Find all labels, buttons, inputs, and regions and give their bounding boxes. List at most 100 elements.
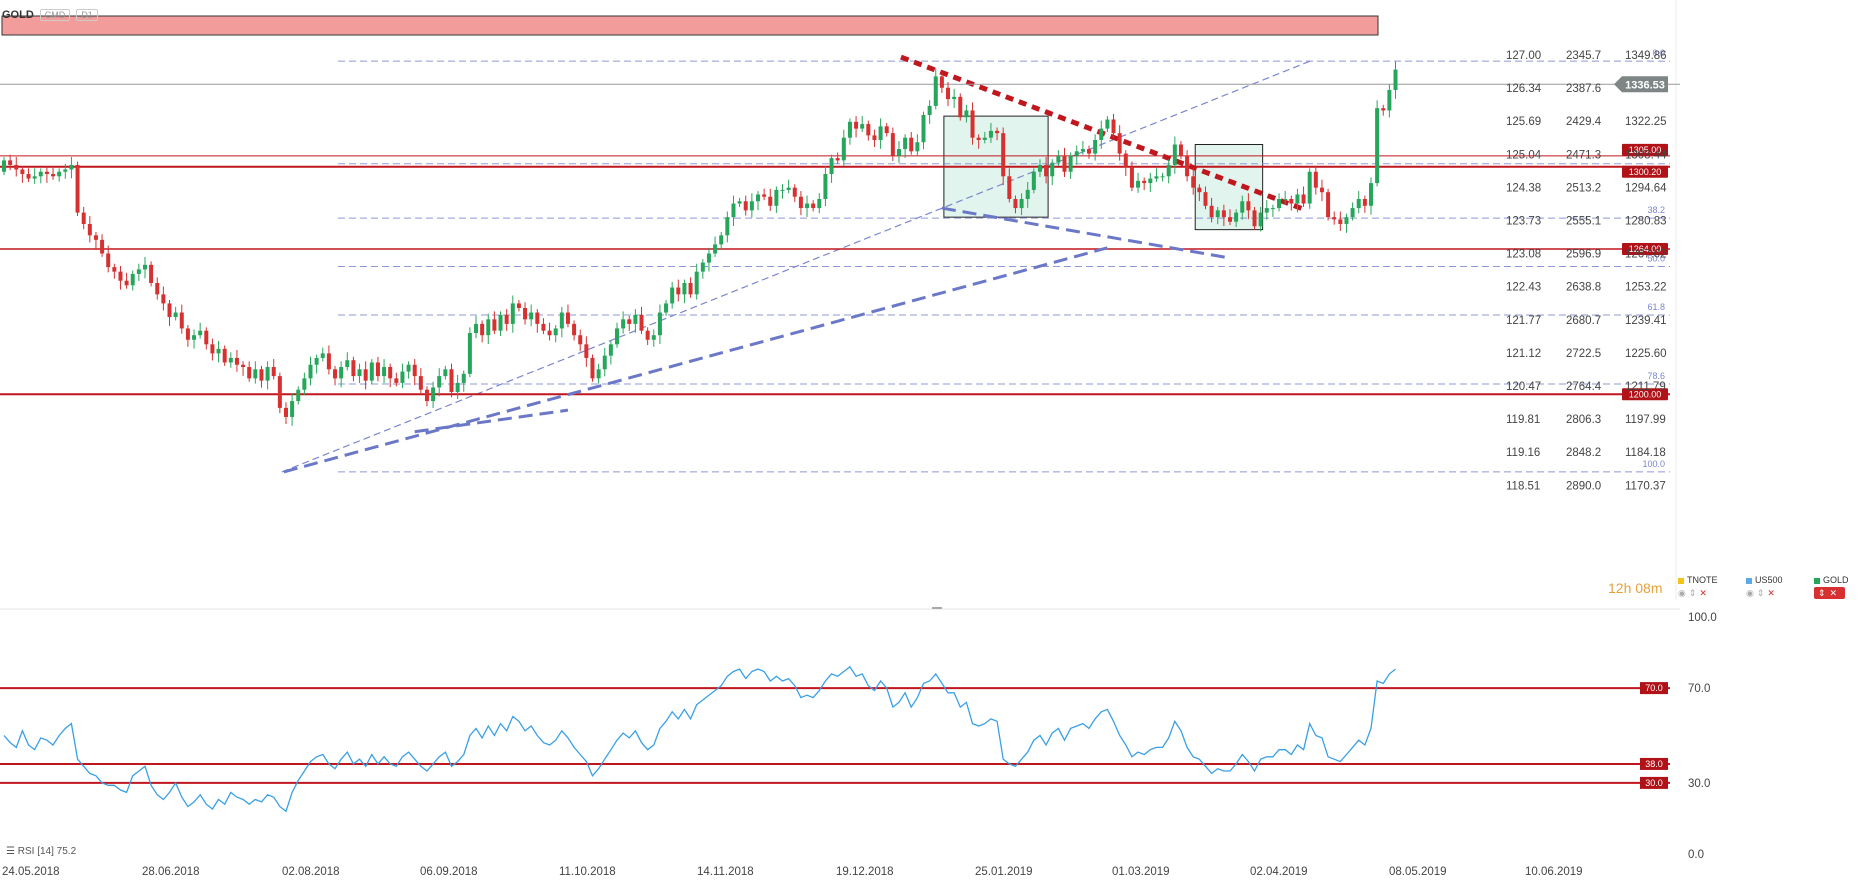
candle-body [896, 149, 901, 156]
candle-body [995, 130, 1000, 134]
timer-hours-unit: h [1623, 580, 1632, 596]
axis-tick-mid: 2387.6 [1566, 83, 1601, 95]
candle-body [829, 158, 834, 175]
axis-tick-mid: 2764.4 [1566, 381, 1602, 393]
us500-controls[interactable]: ◉⇕✕ [1746, 588, 1778, 598]
candle-body [192, 335, 197, 340]
candle-body [136, 269, 141, 274]
candle-body [1154, 176, 1159, 179]
axis-tick-left: 124.38 [1506, 182, 1541, 194]
candle-body [1313, 171, 1318, 188]
rsi-period: 14 [39, 846, 52, 857]
candle-body [369, 362, 374, 381]
time-axis: 24.05.2018 28.06.2018 02.08.2018 06.09.2018… [2, 866, 1583, 878]
candle-body [504, 314, 509, 324]
last-price-tag [1614, 76, 1668, 93]
candle-body [1264, 208, 1269, 213]
candle-body [314, 357, 319, 365]
candle-body [725, 217, 730, 236]
rsi-pane[interactable]: 70.0 38.0 30.0 100.0 70.0 30.0 0.0 [0, 612, 1717, 861]
axis-tick-left: 121.77 [1506, 315, 1541, 327]
candle-body [596, 369, 601, 379]
candle-body [1234, 212, 1239, 222]
fib-level-label: 38.2 [1647, 205, 1665, 215]
symbol-header[interactable]: GOLD CMD D1 [2, 9, 98, 21]
candle-body [798, 196, 803, 209]
timer-hours: 12 [1608, 580, 1624, 596]
axis-tick-left: 125.04 [1506, 149, 1542, 161]
candle-body [1166, 164, 1171, 177]
fib-level-label: 50.0 [1647, 254, 1665, 264]
gold-color-icon [1814, 577, 1820, 584]
candle-body [228, 357, 233, 363]
candle-body [1031, 171, 1036, 190]
candle-body [449, 369, 454, 392]
candle-countdown: 12h 08m [1608, 580, 1663, 596]
candle-body [621, 319, 626, 329]
candle-body [958, 96, 963, 118]
level-tag-label: 1305.00 [1629, 145, 1662, 155]
candle-body [952, 96, 957, 100]
candle-body [437, 376, 442, 388]
candle-body [474, 323, 479, 333]
price-axes: 127.00 126.34 125.69 125.04 124.38 123.73 123.… [1506, 50, 1668, 492]
candle-body [976, 137, 981, 140]
timeframe-selector[interactable]: D1 [76, 9, 98, 21]
candle-body [1209, 205, 1214, 218]
candle-body [351, 360, 356, 377]
candle-body [1289, 198, 1294, 204]
rsi-level-label: 30.0 [1645, 778, 1663, 788]
candle-body [81, 212, 86, 224]
candle-body [1019, 198, 1024, 209]
axis-tick-right: 1211.79 [1625, 381, 1666, 393]
candle-body [780, 189, 785, 191]
candle-body [406, 364, 411, 372]
time-axis-tick: 01.03.2019 [1112, 866, 1170, 878]
pane-resize-handle[interactable] [932, 607, 942, 609]
level-tag [1622, 388, 1668, 401]
candle-body [1001, 133, 1006, 177]
candle-body [933, 76, 938, 106]
candle-body [700, 262, 705, 272]
candle-body [743, 201, 748, 211]
candle-body [1068, 155, 1073, 172]
candle-body [1307, 171, 1312, 204]
candle-body [731, 203, 736, 218]
price-pane[interactable]: 0.038.250.061.878.6100.01305.001300.2012… [0, 0, 1680, 610]
legend-us500[interactable]: US500 ◉⇕✕ [1746, 575, 1783, 599]
legend-gold[interactable]: GOLD ⇕✕ [1814, 575, 1849, 599]
candle-body [510, 303, 515, 324]
candle-body [204, 330, 209, 345]
legend-us500-label: US500 [1755, 575, 1783, 585]
candle-body [590, 357, 595, 379]
candle-body [26, 174, 31, 179]
level-tag [1622, 165, 1668, 178]
legend-tnote-label: TNOTE [1687, 575, 1718, 585]
rsi-axis-tick: 0.0 [1688, 849, 1704, 861]
candle-body [657, 312, 662, 336]
candle-body [768, 196, 773, 206]
axis-tick-right: 1184.18 [1625, 447, 1666, 459]
tnote-controls[interactable]: ◉⇕✕ [1678, 588, 1710, 598]
axis-tick-mid: 2680.7 [1566, 315, 1601, 327]
level-tag-label: 1264.00 [1629, 244, 1662, 254]
candle-body [44, 171, 49, 175]
legend-tnote[interactable]: TNOTE ◉⇕✕ [1678, 575, 1718, 599]
candle-body [1136, 180, 1141, 188]
candle-body [786, 187, 791, 190]
candle-body [241, 364, 246, 368]
candle-body [988, 130, 993, 138]
rsi-indicator-label[interactable]: ☰ RSI [14] 75.2 [6, 846, 77, 857]
gold-controls[interactable]: ⇕✕ [1814, 587, 1849, 599]
candle-body [639, 314, 644, 331]
axis-tick-mid: 2848.2 [1566, 447, 1601, 459]
axis-tick-right: 1294.64 [1625, 182, 1667, 194]
candle-body [87, 223, 92, 236]
candle-body [1117, 133, 1122, 154]
candle-body [1087, 149, 1092, 154]
candle-body [559, 312, 564, 329]
candle-body [1338, 219, 1343, 224]
axis-tick-left: 123.08 [1506, 249, 1541, 261]
candle-body [1062, 155, 1067, 172]
